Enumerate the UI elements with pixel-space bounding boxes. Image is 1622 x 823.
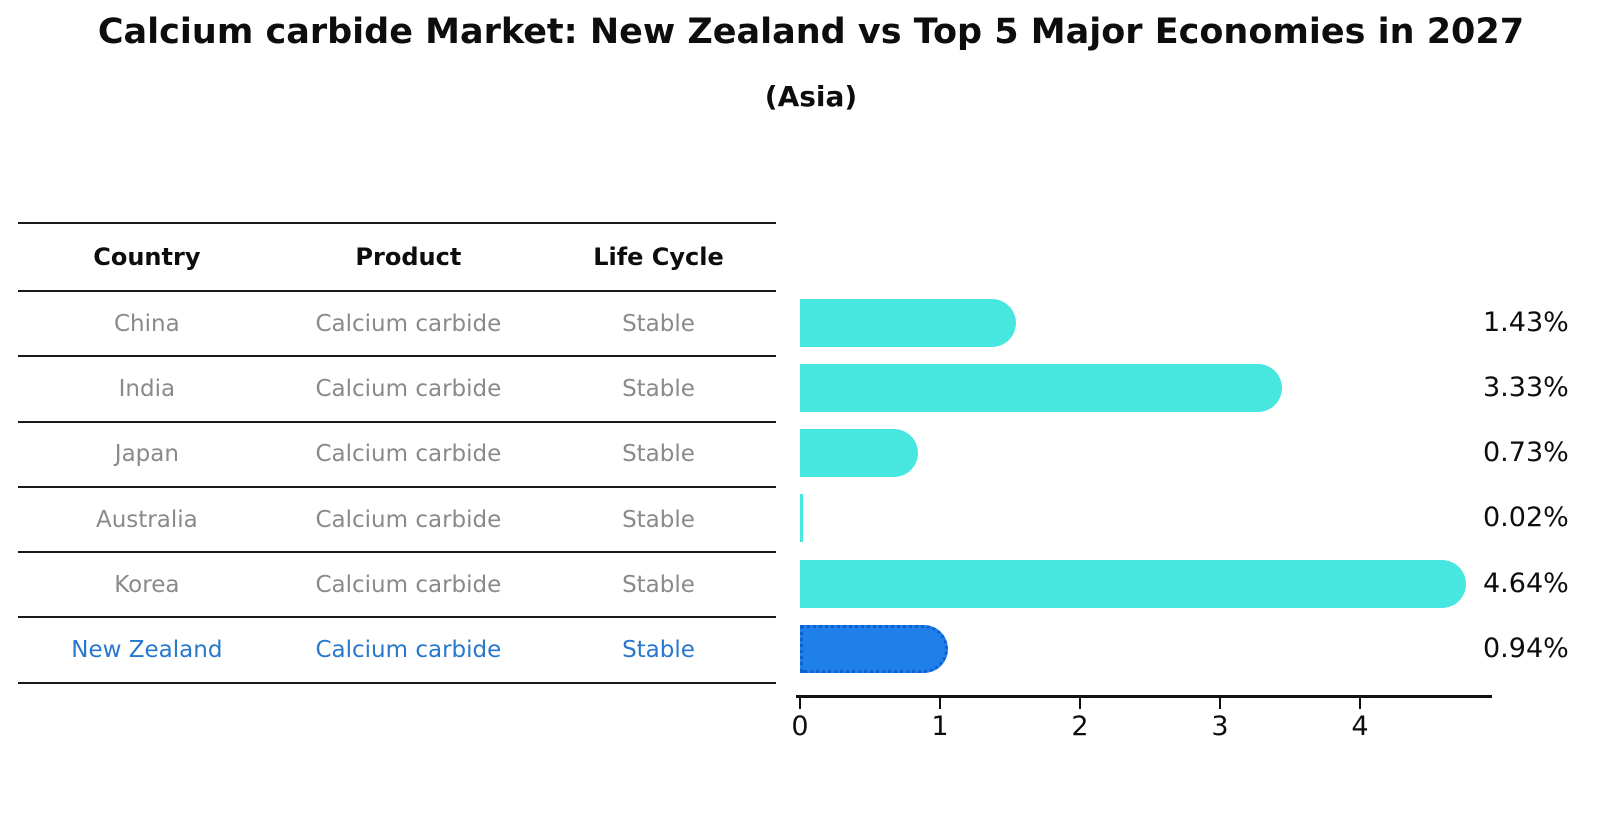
value-label-india: 3.33% [1483, 372, 1569, 403]
country-cell: Australia [95, 506, 198, 533]
product-cell: Calcium carbide [315, 571, 502, 598]
country-cell: China [114, 310, 180, 337]
country-cell: Japan [114, 441, 179, 468]
value-label-australia: 0.02% [1483, 502, 1569, 533]
x-tick-mark-3 [1219, 698, 1221, 709]
x-tick-label-1: 1 [931, 711, 949, 742]
product-cell: Calcium carbide [315, 375, 502, 402]
chart-title: Calcium carbide Market: New Zealand vs T… [97, 12, 1525, 52]
product-cell: Calcium carbide [315, 441, 502, 468]
table-row-india: India Calcium carbide Stable [18, 357, 776, 423]
x-tick-mark-2 [1079, 698, 1081, 709]
life-cycle-cell: Stable [622, 375, 695, 402]
bar-australia [800, 494, 803, 542]
country-cell: Korea [114, 571, 180, 598]
table-row-new-zealand: New Zealand Calcium carbide Stable [18, 618, 776, 684]
bar-china [800, 299, 1017, 347]
life-cycle-cell: Stable [622, 571, 695, 598]
column-header-life-cycle: Life Cycle [593, 243, 724, 271]
value-label-korea: 4.64% [1483, 568, 1569, 599]
life-cycle-cell: Stable [622, 506, 695, 533]
bar-japan [800, 429, 919, 477]
product-cell: Calcium carbide [315, 310, 502, 337]
table-row-australia: Australia Calcium carbide Stable [18, 488, 776, 554]
life-cycle-cell: Stable [622, 637, 695, 664]
x-tick-mark-0 [799, 698, 801, 709]
bar-korea [800, 560, 1466, 608]
column-header-product: Product [355, 243, 462, 271]
life-cycle-cell: Stable [622, 310, 695, 337]
column-header-country: Country [93, 243, 201, 271]
x-axis-line [796, 695, 1492, 698]
value-label-china: 1.43% [1483, 307, 1569, 338]
x-tick-label-4: 4 [1351, 711, 1369, 742]
bar-india [800, 364, 1283, 412]
country-cell: India [118, 375, 176, 402]
table-header-row: Country Product Life Cycle [18, 224, 776, 292]
table-row-japan: Japan Calcium carbide Stable [18, 423, 776, 488]
table-row-china: China Calcium carbide Stable [18, 292, 776, 358]
country-cell: New Zealand [71, 637, 223, 664]
table-row-korea: Korea Calcium carbide Stable [18, 553, 776, 619]
country-table: Country Product Life Cycle China Calcium… [18, 222, 776, 684]
x-tick-mark-1 [939, 698, 941, 709]
value-label-japan: 0.73% [1483, 437, 1569, 468]
x-tick-label-3: 3 [1211, 711, 1229, 742]
chart-subtitle: (Asia) [764, 80, 858, 113]
x-tick-label-0: 0 [791, 711, 809, 742]
life-cycle-cell: Stable [622, 441, 695, 468]
product-cell: Calcium carbide [315, 506, 502, 533]
x-tick-mark-4 [1359, 698, 1361, 709]
product-cell: Calcium carbide [315, 637, 502, 664]
bar-new-zealand [800, 625, 948, 673]
value-label-new-zealand: 0.94% [1483, 633, 1569, 664]
x-tick-label-2: 2 [1071, 711, 1089, 742]
